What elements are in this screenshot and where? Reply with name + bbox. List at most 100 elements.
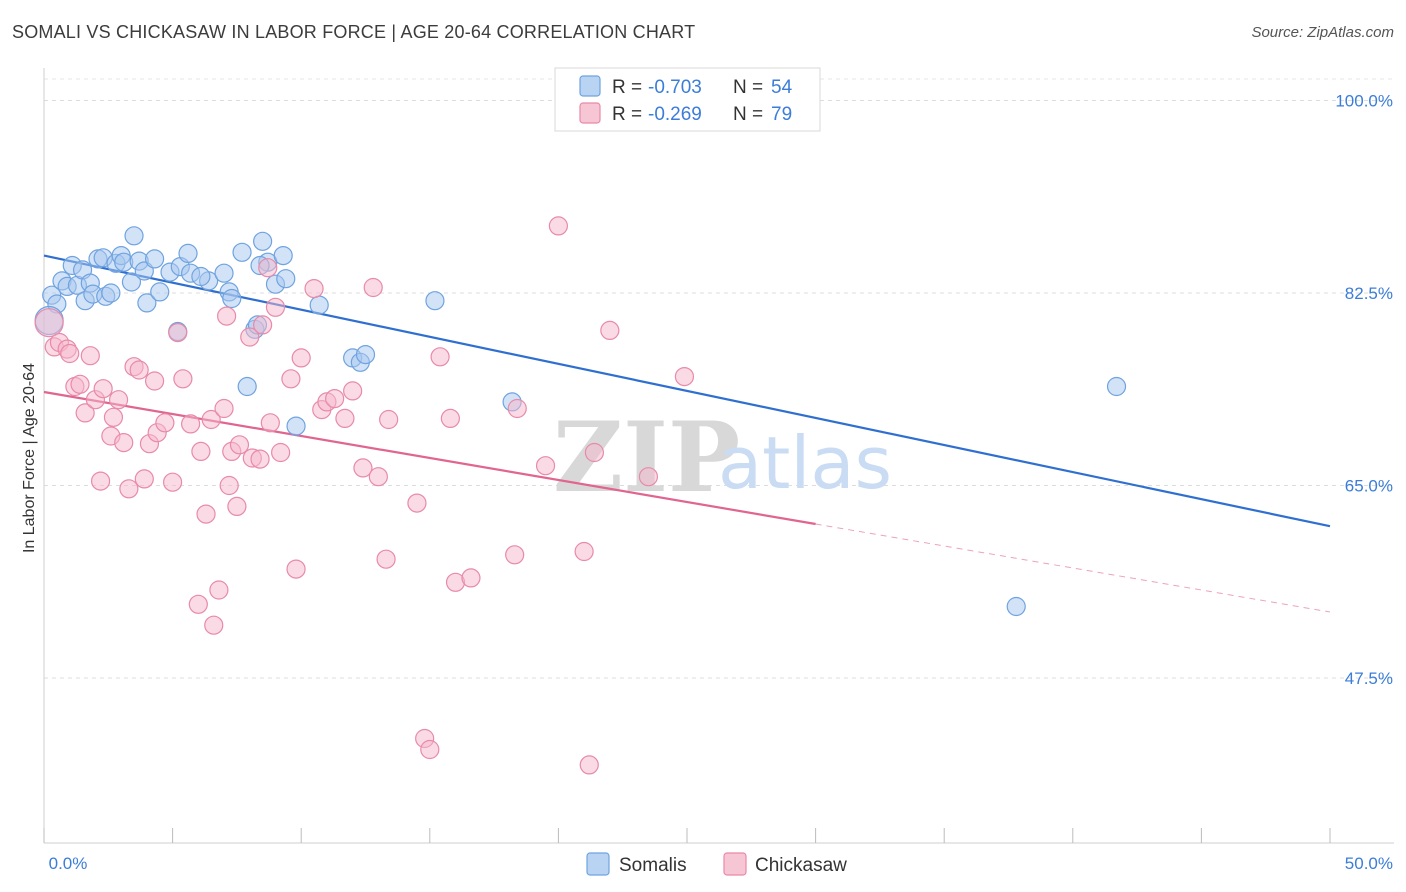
data-point-chickasaw bbox=[204, 615, 224, 635]
data-point-somalis bbox=[232, 242, 252, 262]
data-point-chickasaw bbox=[90, 471, 111, 491]
data-point-somalis bbox=[309, 295, 329, 315]
data-point-chickasaw bbox=[217, 306, 237, 326]
data-point-chickasaw bbox=[163, 472, 183, 492]
data-point-somalis bbox=[150, 282, 170, 302]
data-point-chickasaw bbox=[201, 409, 221, 430]
data-point-chickasaw bbox=[638, 467, 659, 487]
data-point-chickasaw bbox=[214, 398, 234, 419]
y-tick-label: 47.5% bbox=[1345, 669, 1393, 688]
data-point-somalis bbox=[121, 272, 142, 292]
data-point-chickasaw bbox=[80, 346, 100, 366]
x-tick-label-min: 0.0% bbox=[49, 854, 88, 873]
data-point-chickasaw bbox=[70, 374, 90, 394]
data-point-chickasaw bbox=[144, 371, 165, 391]
trend-lines bbox=[43, 254, 1331, 613]
data-point-chickasaw bbox=[304, 279, 324, 299]
legend-row-somalis: R = -0.703 N = 54 bbox=[579, 75, 793, 98]
data-point-chickasaw bbox=[129, 360, 149, 380]
trend-line-1 bbox=[43, 390, 816, 526]
data-point-chickasaw bbox=[253, 315, 273, 335]
bottom-legend: Somalis Chickasaw bbox=[586, 852, 847, 876]
data-point-chickasaw bbox=[108, 390, 129, 410]
data-point-chickasaw bbox=[119, 479, 139, 499]
watermark-zip: ZIP bbox=[553, 401, 740, 514]
legend-r-label: R = bbox=[612, 104, 642, 125]
data-point-chickasaw bbox=[155, 413, 175, 433]
data-point-chickasaw bbox=[291, 348, 311, 368]
bottom-legend-swatch-chickasaw bbox=[723, 852, 747, 876]
legend-row-chickasaw: R = -0.269 N = 79 bbox=[579, 102, 792, 125]
data-point-chickasaw bbox=[430, 347, 450, 367]
legend-n-value: 79 bbox=[771, 104, 792, 125]
data-point-chickasaw bbox=[258, 258, 278, 278]
chart-title: SOMALI VS CHICKASAW IN LABOR FORCE | AGE… bbox=[12, 22, 696, 42]
data-point-chickasaw bbox=[579, 755, 599, 775]
data-point-chickasaw bbox=[191, 441, 211, 461]
data-point-chickasaw bbox=[584, 442, 605, 463]
legend-n-value: 54 bbox=[771, 77, 793, 98]
legend-r-value: -0.703 bbox=[648, 77, 702, 98]
data-point-somalis bbox=[253, 231, 273, 251]
bottom-legend-label-chickasaw: Chickasaw bbox=[755, 855, 847, 876]
data-point-chickasaw bbox=[93, 379, 113, 399]
data-point-chickasaw bbox=[281, 369, 301, 389]
data-point-chickasaw bbox=[461, 568, 481, 588]
y-axis-label: In Labor Force | Age 20-64 bbox=[21, 363, 38, 553]
y-tick-label: 65.0% bbox=[1345, 477, 1393, 496]
data-point-chickasaw bbox=[181, 414, 201, 434]
data-point-somalis bbox=[178, 243, 198, 263]
y-tick-labels: 47.5% 65.0% 82.5% 100.0% bbox=[1335, 92, 1393, 689]
y-tick-label: 100.0% bbox=[1335, 92, 1393, 111]
data-point-chickasaw bbox=[209, 580, 229, 600]
data-point-chickasaw bbox=[335, 408, 355, 428]
data-point-chickasaw bbox=[75, 403, 95, 423]
y-tick-label: 82.5% bbox=[1345, 284, 1393, 303]
legend-swatch-chickasaw bbox=[579, 102, 601, 124]
data-point-somalis bbox=[355, 345, 376, 365]
data-point-chickasaw bbox=[265, 297, 286, 317]
data-point-chickasaw bbox=[240, 327, 260, 347]
legend-r-value: -0.269 bbox=[648, 104, 702, 125]
data-point-chickasaw bbox=[188, 594, 208, 614]
trend-line-0 bbox=[43, 254, 1331, 528]
data-points bbox=[34, 216, 1127, 775]
data-point-chickasaw bbox=[343, 381, 363, 401]
data-point-somalis bbox=[286, 416, 306, 436]
data-point-chickasaw bbox=[250, 449, 270, 469]
data-point-chickasaw bbox=[219, 475, 239, 496]
data-point-chickasaw bbox=[173, 369, 193, 389]
trend-line-extension-1 bbox=[815, 523, 1331, 613]
watermark: ZIP atlas bbox=[553, 401, 892, 514]
data-point-somalis bbox=[273, 246, 293, 266]
data-point-chickasaw bbox=[353, 458, 373, 478]
x-tick-labels: 0.0% 50.0% bbox=[49, 854, 1393, 873]
data-point-chickasaw bbox=[271, 442, 291, 463]
data-point-somalis bbox=[101, 283, 121, 303]
bottom-legend-label-somalis: Somalis bbox=[619, 855, 687, 876]
legend-swatch-somalis bbox=[579, 75, 601, 97]
legend-n-label: N = bbox=[733, 77, 763, 98]
data-point-somalis bbox=[1106, 376, 1127, 397]
legend-n-label: N = bbox=[733, 104, 763, 125]
data-point-somalis bbox=[222, 288, 242, 309]
data-point-chickasaw bbox=[114, 433, 134, 453]
data-point-chickasaw bbox=[134, 469, 154, 489]
bottom-legend-swatch-somalis bbox=[586, 852, 610, 876]
watermark-atlas: atlas bbox=[718, 421, 892, 505]
data-point-chickasaw bbox=[505, 545, 525, 565]
data-point-chickasaw bbox=[674, 367, 695, 387]
data-point-chickasaw bbox=[229, 435, 250, 455]
data-point-somalis bbox=[124, 226, 144, 246]
data-point-chickasaw bbox=[440, 408, 460, 428]
data-point-chickasaw bbox=[286, 559, 306, 579]
data-point-chickasaw bbox=[60, 343, 80, 364]
data-point-chickasaw bbox=[407, 493, 427, 513]
data-point-chickasaw bbox=[368, 467, 388, 487]
data-point-somalis bbox=[137, 293, 157, 313]
data-point-somalis bbox=[237, 376, 257, 397]
data-point-somalis bbox=[214, 263, 234, 283]
data-point-somalis bbox=[425, 291, 445, 311]
data-point-somalis bbox=[276, 269, 296, 289]
